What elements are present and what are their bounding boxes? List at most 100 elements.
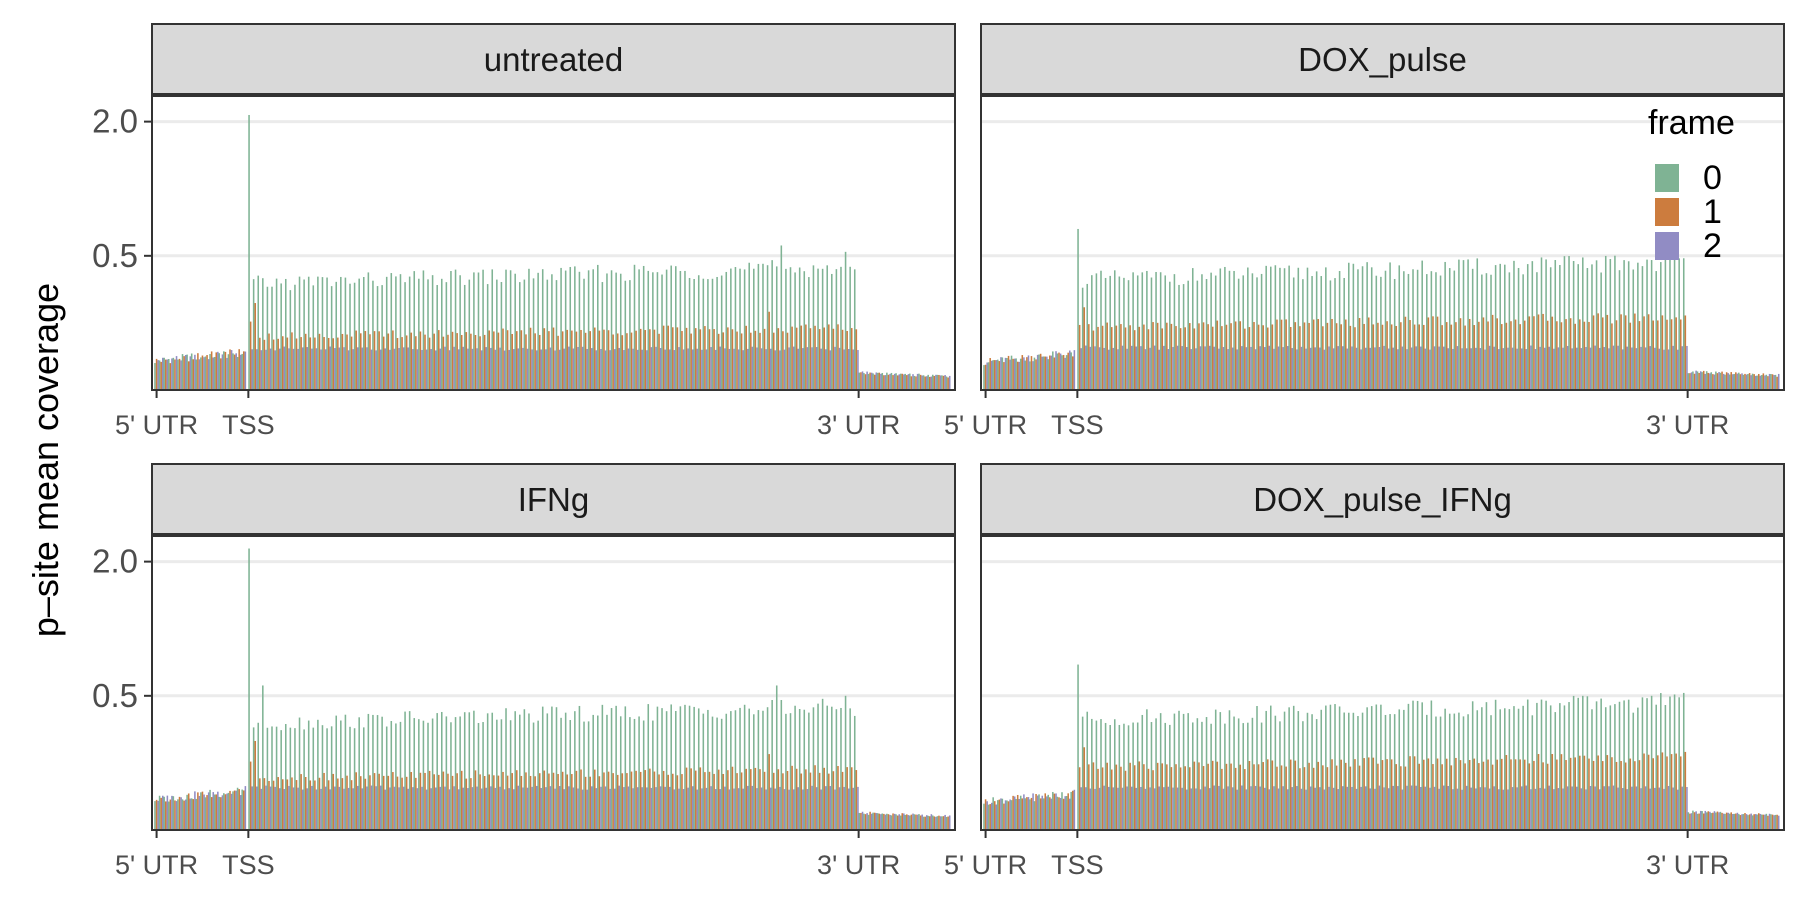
bar (412, 787, 414, 830)
bar (941, 375, 943, 390)
bar (1652, 758, 1655, 830)
bar (1129, 762, 1131, 830)
bar (1441, 764, 1443, 830)
bar (1604, 707, 1607, 830)
bar (713, 329, 715, 390)
bar (1444, 708, 1446, 830)
bar (520, 330, 523, 390)
bar (983, 365, 985, 390)
bar (1519, 759, 1521, 830)
y-axis-title: p–site mean coverage (25, 283, 66, 637)
bar (479, 336, 481, 390)
bar (1010, 800, 1013, 830)
bar (1776, 814, 1778, 830)
bar (995, 360, 998, 390)
bar (1676, 349, 1679, 390)
bar (393, 786, 396, 830)
bar (1042, 798, 1045, 830)
bar (502, 771, 504, 830)
bar (435, 350, 437, 390)
bar (163, 357, 165, 390)
bar (538, 773, 541, 830)
bar (607, 330, 610, 390)
bar (1614, 704, 1616, 830)
bar (526, 348, 529, 390)
bar (1611, 323, 1613, 390)
bar (1036, 354, 1039, 390)
bar (1326, 767, 1329, 830)
bar (1328, 786, 1330, 830)
bar (675, 266, 677, 390)
bar (844, 251, 847, 390)
bar (1647, 314, 1650, 390)
bar (925, 376, 928, 390)
bar (594, 327, 596, 390)
bar (513, 789, 515, 830)
bar (751, 346, 754, 390)
bar (987, 362, 990, 390)
bar (1686, 345, 1688, 390)
x-tick-label: TSS (222, 850, 275, 880)
bar (1169, 281, 1171, 390)
bar (1354, 759, 1356, 830)
bar (791, 765, 793, 830)
bar (1608, 786, 1610, 830)
bar (987, 804, 990, 830)
bar (1338, 706, 1341, 830)
bar (903, 374, 905, 390)
bar (1574, 323, 1576, 390)
bar (769, 348, 772, 390)
bar (1739, 815, 1742, 830)
bar (597, 264, 599, 390)
bar (528, 268, 530, 390)
bar (1254, 785, 1257, 830)
bar (201, 791, 204, 830)
bar (525, 772, 527, 830)
bar (1161, 328, 1164, 390)
bar (1707, 811, 1710, 830)
bar (382, 775, 385, 830)
bar (656, 706, 659, 830)
bar (543, 328, 546, 390)
bar (1041, 795, 1044, 830)
bar (227, 792, 230, 830)
bar (1302, 279, 1304, 390)
bar (650, 787, 653, 830)
bar (1751, 373, 1754, 390)
bar (1167, 349, 1170, 390)
bar (1228, 710, 1231, 830)
bar (450, 271, 452, 390)
bar (1065, 796, 1068, 830)
bar (765, 349, 767, 390)
bar (418, 278, 420, 390)
bar (906, 814, 908, 830)
bar (491, 269, 494, 390)
bar (616, 333, 619, 390)
bar (601, 282, 604, 390)
bar (502, 328, 504, 390)
bar (1415, 785, 1417, 830)
bar (1233, 270, 1235, 390)
bar (499, 786, 501, 830)
bar (1641, 266, 1644, 390)
bar (780, 245, 783, 390)
bar (203, 357, 205, 390)
bar (1462, 716, 1465, 830)
bar (503, 789, 506, 830)
bar (220, 797, 222, 830)
bar (457, 349, 460, 390)
bar (1441, 325, 1443, 390)
bar (1179, 767, 1182, 830)
bar (777, 769, 780, 830)
bar (800, 773, 803, 830)
bar (375, 786, 377, 830)
bar (387, 333, 390, 390)
bar (1771, 814, 1774, 830)
bar (1571, 348, 1574, 390)
bar (1566, 786, 1569, 830)
bar (1138, 761, 1141, 830)
bar (1467, 259, 1469, 390)
bar (1566, 345, 1569, 390)
bar (382, 336, 385, 390)
bar (1450, 765, 1453, 830)
